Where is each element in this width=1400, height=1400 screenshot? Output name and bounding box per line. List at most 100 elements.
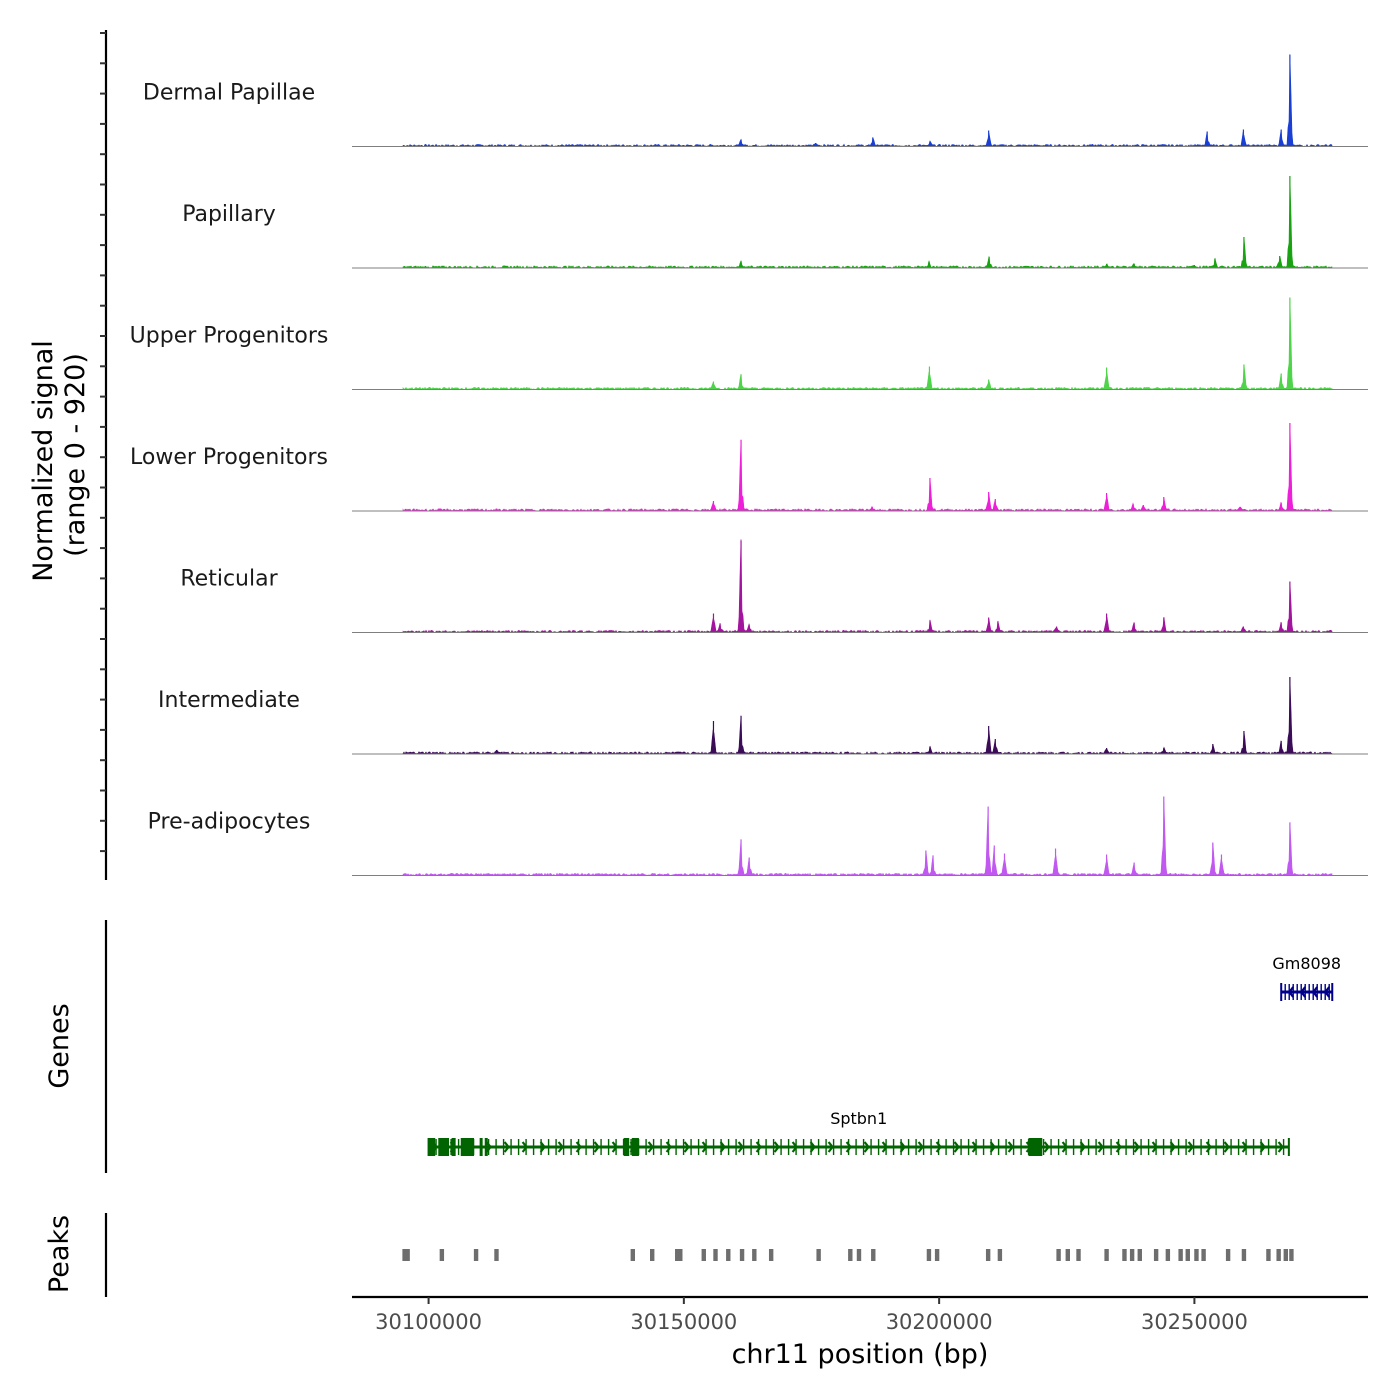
coverage-tracks: Dermal Papillae Papillary Upper Progenitor… xyxy=(130,54,1368,877)
peak-region xyxy=(739,1249,745,1261)
peak-region xyxy=(1165,1249,1171,1261)
peak-region xyxy=(713,1249,718,1261)
x-tick-label: 30150000 xyxy=(630,1310,737,1334)
track-intermediate: Intermediate xyxy=(158,677,1368,755)
exon-block xyxy=(631,1138,639,1156)
coverage-area xyxy=(402,299,1333,391)
peak-region xyxy=(934,1249,940,1261)
peak-region xyxy=(1241,1249,1247,1261)
peak-region xyxy=(402,1249,407,1261)
strand-arrow xyxy=(1133,1141,1140,1153)
peak-region xyxy=(926,1249,932,1261)
strand-arrow xyxy=(827,1141,834,1153)
peak-region xyxy=(856,1249,862,1261)
peak-region xyxy=(650,1249,655,1261)
strand-arrow xyxy=(1043,1141,1050,1153)
exon-block xyxy=(438,1138,450,1156)
strand-arrow xyxy=(503,1141,510,1153)
track-label: Lower Progenitors xyxy=(130,445,328,470)
coverage-area xyxy=(402,424,1333,512)
y-axis-title: Normalized signal xyxy=(28,340,59,582)
peak-region xyxy=(1225,1249,1231,1261)
track-papillary: Papillary xyxy=(182,176,1368,269)
strand-arrow xyxy=(917,1141,924,1153)
strand-arrow xyxy=(593,1141,600,1153)
peak-region xyxy=(726,1249,731,1261)
strand-arrow xyxy=(863,1141,870,1153)
x-tick-label: 30250000 xyxy=(1141,1310,1248,1334)
strand-arrow xyxy=(1259,1141,1266,1153)
peak-region xyxy=(439,1249,445,1261)
peak-region xyxy=(1129,1249,1135,1261)
peak-region xyxy=(768,1249,774,1261)
coverage-area xyxy=(402,801,1333,877)
gene-label: Gm8098 xyxy=(1272,954,1341,973)
peaks-axis-title: Peaks xyxy=(44,1215,75,1293)
exon-block xyxy=(428,1138,436,1156)
peak-region xyxy=(675,1249,680,1261)
peak-region xyxy=(1266,1249,1271,1261)
peak-region xyxy=(1153,1249,1159,1261)
strand-arrow xyxy=(809,1141,816,1153)
strand-arrow xyxy=(1097,1141,1104,1153)
track-label: Upper Progenitors xyxy=(130,324,329,349)
track-label: Papillary xyxy=(182,202,276,227)
peak-region xyxy=(678,1249,683,1261)
strand-arrow xyxy=(719,1141,726,1153)
peak-region xyxy=(405,1249,410,1261)
strand-arrow xyxy=(953,1141,960,1153)
gene-label: Sptbn1 xyxy=(830,1109,887,1128)
strand-arrow xyxy=(1223,1141,1230,1153)
track-dermal-papillae: Dermal Papillae xyxy=(143,54,1368,148)
strand-arrow xyxy=(737,1141,744,1153)
peak-region xyxy=(1283,1249,1289,1261)
exon-block xyxy=(484,1138,488,1156)
strand-arrow xyxy=(1277,1141,1284,1153)
peak-region xyxy=(1122,1249,1127,1261)
x-tick-label: 30100000 xyxy=(375,1310,482,1334)
peak-region xyxy=(1276,1249,1281,1261)
exon-block xyxy=(451,1138,456,1156)
peak-region xyxy=(816,1249,821,1261)
peak-region xyxy=(1289,1249,1294,1261)
peak-region xyxy=(997,1249,1003,1261)
exon-block xyxy=(623,1138,630,1156)
strand-arrow xyxy=(899,1141,906,1153)
strand-arrow xyxy=(683,1141,690,1153)
track-reticular: Reticular xyxy=(180,539,1368,634)
gene-gm8098: Gm8098 xyxy=(1272,954,1341,1001)
strand-arrow xyxy=(1079,1141,1086,1153)
track-label: Pre-adipocytes xyxy=(148,810,311,835)
exon-block xyxy=(479,1138,483,1156)
peak-region xyxy=(985,1249,991,1261)
genes-panel: Sptbn1 Gm8098 xyxy=(104,920,1341,1173)
peaks-panel xyxy=(104,1213,1294,1297)
track-label: Reticular xyxy=(180,567,278,592)
peak-region xyxy=(630,1249,636,1261)
y-axis-range: (range 0 - 920) xyxy=(60,353,91,557)
track-lower-progenitors: Lower Progenitors xyxy=(130,423,1368,512)
peak-region xyxy=(871,1249,876,1261)
signal-y-axis xyxy=(100,30,108,880)
peak-region xyxy=(1076,1249,1081,1261)
strand-arrow xyxy=(773,1141,780,1153)
peak-region xyxy=(1185,1249,1190,1261)
strand-arrow xyxy=(1169,1141,1176,1153)
track-pre-adipocytes: Pre-adipocytes xyxy=(148,796,1368,877)
genes-axis-title: Genes xyxy=(44,1003,75,1088)
exon-block xyxy=(1028,1138,1043,1156)
strand-arrow xyxy=(539,1141,546,1153)
x-tick-label: 30200000 xyxy=(886,1310,993,1334)
strand-arrow xyxy=(1187,1141,1194,1153)
x-axis: 30100000 30150000 30200000 30250000 xyxy=(352,1295,1368,1334)
track-label: Dermal Papillae xyxy=(143,81,315,106)
peak-region xyxy=(752,1249,757,1261)
peak-region xyxy=(1194,1249,1199,1261)
strand-arrow xyxy=(647,1141,654,1153)
x-axis-title: chr11 position (bp) xyxy=(732,1339,989,1370)
strand-arrow xyxy=(989,1141,996,1153)
track-label: Intermediate xyxy=(158,688,300,713)
gene-sptbn1: Sptbn1 xyxy=(427,1109,1290,1156)
